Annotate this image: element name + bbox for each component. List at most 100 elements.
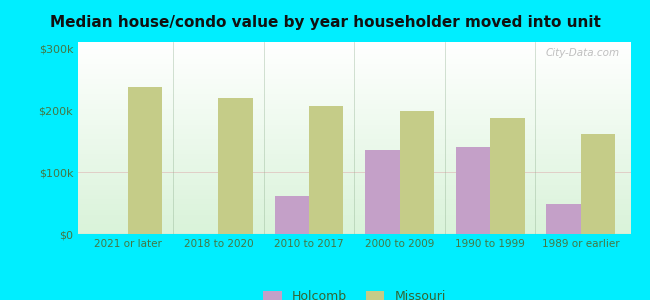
Bar: [78, 61, 630, 62]
Bar: [78, 80, 630, 81]
Bar: [78, 95, 630, 96]
Bar: [78, 56, 630, 57]
Bar: [78, 48, 630, 49]
Bar: [78, 44, 630, 45]
Bar: [78, 55, 630, 56]
Bar: [78, 229, 630, 230]
Bar: [78, 132, 630, 133]
Bar: [78, 100, 630, 101]
Bar: [78, 224, 630, 225]
Bar: [78, 81, 630, 82]
Bar: [78, 133, 630, 134]
Bar: [78, 138, 630, 139]
Bar: [78, 153, 630, 154]
Bar: [78, 66, 630, 67]
Bar: [78, 191, 630, 192]
Bar: [78, 225, 630, 226]
Bar: [78, 202, 630, 203]
Bar: [78, 53, 630, 55]
Bar: [78, 233, 630, 234]
Bar: [78, 105, 630, 106]
Bar: [78, 108, 630, 109]
Bar: [78, 200, 630, 201]
Bar: [78, 187, 630, 188]
Bar: [78, 120, 630, 121]
Bar: [78, 111, 630, 112]
Bar: [78, 152, 630, 153]
Bar: [78, 127, 630, 128]
Bar: [78, 79, 630, 80]
Bar: [78, 226, 630, 227]
Bar: [78, 118, 630, 119]
Bar: [78, 167, 630, 168]
Bar: [78, 121, 630, 122]
Bar: [78, 162, 630, 163]
Bar: [78, 188, 630, 189]
Bar: [78, 70, 630, 71]
Bar: [78, 92, 630, 93]
Bar: [78, 180, 630, 181]
Bar: [78, 212, 630, 213]
Bar: [78, 109, 630, 110]
Bar: [490, 118, 525, 234]
Bar: [78, 98, 630, 99]
Bar: [78, 100, 630, 101]
Bar: [78, 101, 630, 103]
Text: City-Data.com: City-Data.com: [545, 48, 619, 58]
Bar: [78, 122, 630, 123]
Bar: [78, 145, 630, 146]
Bar: [78, 117, 630, 118]
Bar: [78, 124, 630, 125]
Bar: [78, 87, 630, 88]
Bar: [78, 158, 630, 159]
Bar: [78, 154, 630, 155]
Bar: [78, 84, 630, 85]
Bar: [78, 76, 630, 77]
Bar: [78, 173, 630, 175]
Bar: [78, 206, 630, 207]
Bar: [274, 196, 309, 234]
Bar: [78, 85, 630, 86]
Bar: [78, 161, 630, 162]
Bar: [78, 125, 630, 127]
Bar: [78, 201, 630, 202]
Bar: [78, 210, 630, 211]
Bar: [78, 199, 630, 200]
Bar: [78, 232, 630, 233]
Bar: [78, 142, 630, 143]
Bar: [365, 150, 400, 234]
Bar: [78, 184, 630, 185]
Bar: [78, 219, 630, 220]
Bar: [78, 151, 630, 152]
Bar: [78, 116, 630, 117]
Bar: [78, 231, 630, 232]
Bar: [78, 221, 630, 223]
Bar: [78, 204, 630, 205]
Bar: [78, 75, 630, 76]
Bar: [456, 147, 490, 234]
Bar: [78, 146, 630, 147]
Bar: [78, 139, 630, 140]
Bar: [78, 223, 630, 224]
Bar: [78, 74, 630, 75]
Bar: [78, 106, 630, 107]
Bar: [78, 197, 630, 199]
Bar: [78, 183, 630, 184]
Bar: [78, 103, 630, 104]
Bar: [78, 207, 630, 208]
Bar: [78, 140, 630, 141]
Bar: [78, 192, 630, 193]
Bar: [78, 89, 630, 90]
Bar: [78, 93, 630, 94]
Bar: [78, 46, 630, 47]
Bar: [78, 42, 630, 43]
Bar: [78, 177, 630, 178]
Bar: [78, 170, 630, 171]
Bar: [78, 71, 630, 72]
Bar: [78, 58, 630, 59]
Bar: [78, 86, 630, 87]
Bar: [78, 77, 630, 79]
Bar: [78, 165, 630, 166]
Bar: [78, 64, 630, 65]
Bar: [78, 195, 630, 196]
